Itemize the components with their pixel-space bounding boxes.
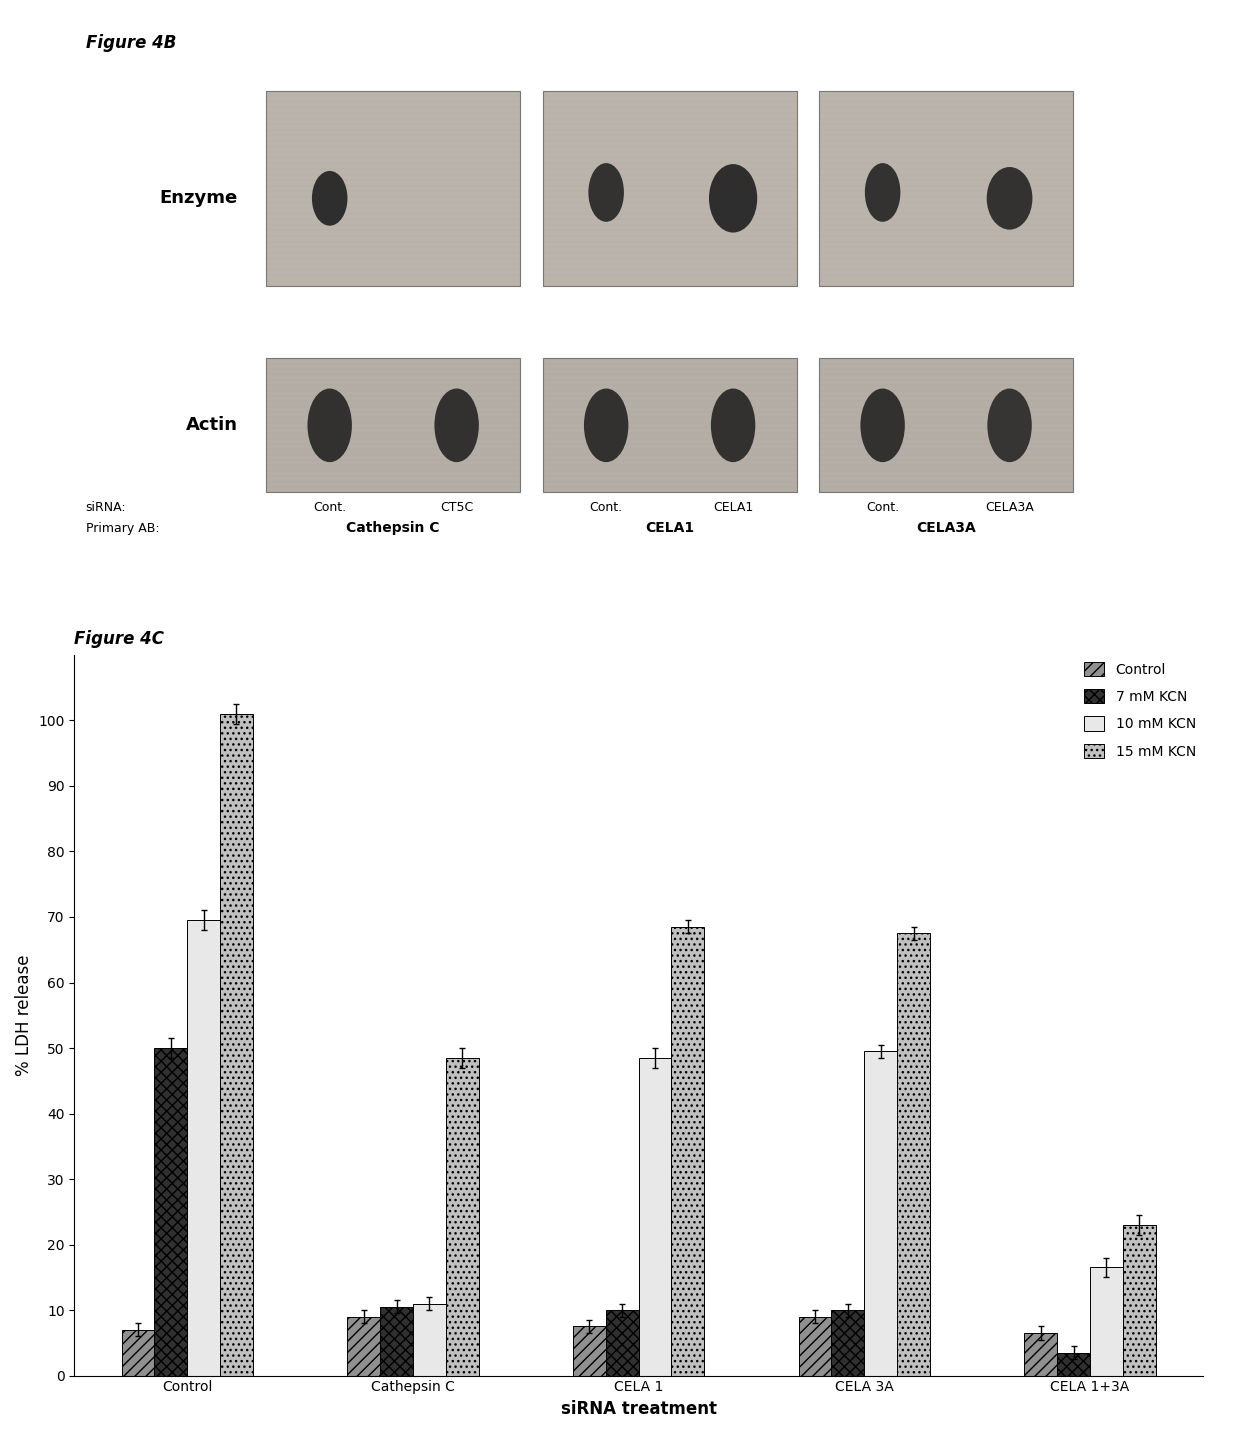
Ellipse shape (864, 164, 900, 222)
Bar (219, 714, 253, 1376)
Text: Cathepsin C: Cathepsin C (346, 521, 440, 536)
Bar (1122, 1225, 1156, 1376)
Text: Figure 4B: Figure 4B (86, 35, 176, 52)
Bar (1090, 1267, 1122, 1376)
Bar (155, 1048, 187, 1376)
Bar (606, 1310, 639, 1376)
Bar (543, 91, 796, 287)
Bar (267, 359, 520, 492)
Bar (820, 359, 1073, 492)
Ellipse shape (987, 388, 1032, 462)
Text: Actin: Actin (186, 417, 238, 434)
Y-axis label: % LDH release: % LDH release (15, 954, 32, 1076)
Bar (799, 1316, 832, 1376)
Legend: Control, 7 mM KCN, 10 mM KCN, 15 mM KCN: Control, 7 mM KCN, 10 mM KCN, 15 mM KCN (1084, 662, 1195, 759)
Ellipse shape (861, 388, 905, 462)
Text: CELA1: CELA1 (713, 501, 753, 514)
Text: Cont.: Cont. (589, 501, 622, 514)
Text: Enzyme: Enzyme (160, 190, 238, 207)
Ellipse shape (709, 164, 758, 233)
Ellipse shape (987, 167, 1033, 230)
Bar (122, 1329, 155, 1376)
Ellipse shape (312, 171, 347, 226)
Text: CELA3A: CELA3A (916, 521, 976, 536)
Text: CELA3A: CELA3A (986, 501, 1034, 514)
Bar (1058, 1352, 1090, 1376)
Bar (267, 91, 520, 287)
Bar (445, 1058, 479, 1376)
Text: siRNA:: siRNA: (86, 501, 126, 514)
Text: Primary AB:: Primary AB: (86, 521, 159, 534)
Bar (832, 1310, 864, 1376)
Bar (1024, 1334, 1058, 1376)
Bar (573, 1326, 606, 1376)
Ellipse shape (308, 388, 352, 462)
Text: Cont.: Cont. (866, 501, 899, 514)
Bar (347, 1316, 381, 1376)
Ellipse shape (711, 388, 755, 462)
Bar (820, 91, 1073, 287)
Ellipse shape (584, 388, 629, 462)
Bar (897, 934, 930, 1376)
Bar (543, 359, 796, 492)
X-axis label: siRNA treatment: siRNA treatment (560, 1400, 717, 1418)
Text: Cont.: Cont. (314, 501, 346, 514)
Text: CT5C: CT5C (440, 501, 474, 514)
Bar (413, 1303, 445, 1376)
Bar (381, 1306, 413, 1376)
Bar (187, 921, 219, 1376)
Bar (864, 1051, 897, 1376)
Bar (671, 927, 704, 1376)
Ellipse shape (589, 164, 624, 222)
Text: Figure 4C: Figure 4C (74, 630, 165, 647)
Bar (639, 1058, 671, 1376)
Ellipse shape (434, 388, 479, 462)
Text: CELA1: CELA1 (645, 521, 694, 536)
